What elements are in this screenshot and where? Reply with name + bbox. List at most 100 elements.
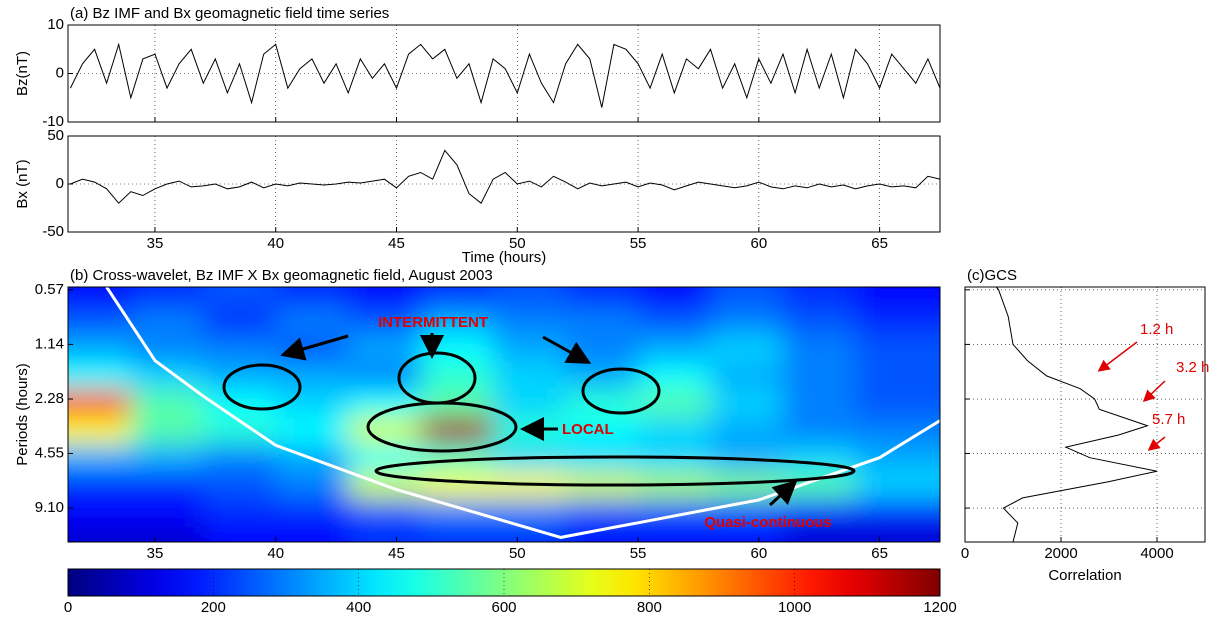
heatmap-cell — [203, 307, 277, 336]
y-tick-label: 10 — [47, 16, 64, 33]
heatmap-cell — [855, 389, 940, 418]
heatmap-cell — [68, 471, 132, 500]
heatmap-cell — [855, 307, 940, 336]
heatmap-cell — [130, 362, 204, 390]
panel: (c)GCS 0 2000 4000 Correlation 1.2 h 3.2 h 5.7 … — [961, 267, 1210, 584]
heatmap-cell — [420, 498, 494, 525]
heatmap-cell — [420, 416, 494, 445]
heatmap-cell — [348, 307, 422, 336]
heatmap-cell — [855, 444, 940, 472]
x-axis-label: Time (hours) — [462, 249, 546, 266]
region-outline — [581, 367, 661, 415]
y-tick-label: -50 — [42, 223, 64, 240]
heatmap-cell — [130, 334, 204, 363]
heatmap-cell — [203, 287, 277, 309]
cone-of-influence — [105, 287, 940, 539]
x-tick-label: 40 — [267, 545, 284, 562]
heatmap-cell — [565, 498, 639, 525]
x-tick-label: 65 — [871, 545, 888, 562]
heatmap-cell — [203, 524, 277, 542]
heatmap-cell — [203, 334, 277, 363]
heatmap-cell — [565, 307, 639, 336]
x-tick-label: 40 — [267, 235, 284, 252]
annotation-arrow — [280, 334, 349, 361]
colorbar-tick-label: 800 — [637, 599, 662, 616]
region-outline — [374, 455, 856, 487]
annotation-label: 3.2 h — [1176, 359, 1209, 376]
heatmap-cell — [493, 307, 567, 336]
heatmap-cell — [420, 471, 494, 500]
annotation-label: LOCAL — [562, 421, 614, 438]
annotation-arrow — [1097, 341, 1138, 372]
y-tick-label: -10 — [42, 113, 64, 130]
heatmap-cell — [68, 389, 132, 418]
heatmap-cell — [68, 307, 132, 336]
heatmap-cell — [710, 416, 784, 445]
heatmap-cell — [130, 524, 204, 542]
y-tick-label: 0 — [56, 64, 64, 81]
heatmap-cell — [130, 444, 204, 472]
heatmap-cell — [782, 362, 856, 390]
heatmap-cell — [203, 362, 277, 390]
heatmap-cell — [855, 524, 940, 542]
x-tick-label: 50 — [509, 545, 526, 562]
heatmap-cell — [68, 362, 132, 390]
heatmap-cell — [638, 287, 712, 309]
colorbar-tick-label: 400 — [346, 599, 371, 616]
heatmap-cell — [638, 334, 712, 363]
heatmap-cell — [493, 362, 567, 390]
y-tick-label: 9.10 — [35, 499, 64, 516]
heatmap-cell — [710, 524, 784, 542]
x-tick-label: 2000 — [1044, 545, 1077, 562]
heatmap-cell — [130, 471, 204, 500]
heatmap-cell — [493, 334, 567, 363]
heatmap-cell — [203, 471, 277, 500]
annotation-arrow — [768, 479, 798, 507]
colorbar-tick-label: 1000 — [778, 599, 811, 616]
y-tick-label: 50 — [47, 127, 64, 144]
heatmap-cell — [855, 498, 940, 525]
heatmap-cell — [565, 524, 639, 542]
colorbar-tick-label: 600 — [491, 599, 516, 616]
heatmap-cell — [855, 362, 940, 390]
heatmap-cell — [855, 287, 940, 309]
x-tick-label: 60 — [750, 545, 767, 562]
heatmap-cell — [130, 498, 204, 525]
y-tick-label: 2.28 — [35, 390, 64, 407]
heatmap — [68, 287, 940, 542]
heatmap-cell — [565, 334, 639, 363]
heatmap-cell — [420, 362, 494, 390]
heatmap-cell — [855, 334, 940, 363]
panel: (a) Bz IMF and Bx geomagnetic field time… — [14, 5, 941, 130]
heatmap-cell — [420, 524, 494, 542]
plot-frame — [67, 135, 941, 233]
heatmap-cell — [638, 389, 712, 418]
series-line — [70, 149, 940, 204]
heatmap-cell — [565, 287, 639, 309]
heatmap-cell — [493, 287, 567, 309]
heatmap-cell — [130, 389, 204, 418]
x-tick-label: 4000 — [1140, 545, 1173, 562]
heatmap-cell — [348, 334, 422, 363]
annotation-label: 1.2 h — [1140, 321, 1173, 338]
heatmap-cell — [68, 416, 132, 445]
annotation-label: INTERMITTENT — [378, 314, 488, 331]
heatmap-cell — [710, 334, 784, 363]
heatmap-cell — [782, 334, 856, 363]
y-tick-label: 1.14 — [35, 335, 64, 352]
panel: Bx (nT) -50 0 50 35 40 45 50 55 60 65 Time (hours) — [14, 127, 941, 266]
x-tick-label: 0 — [961, 545, 969, 562]
heatmap-cell — [493, 524, 567, 542]
annotation-label: 5.7 h — [1152, 411, 1185, 428]
panel-title: (c)GCS — [967, 267, 1017, 284]
y-tick-label: 4.55 — [35, 444, 64, 461]
heatmap-cell — [130, 287, 204, 309]
heatmap-cell — [638, 416, 712, 445]
y-axis-label: Bx (nT) — [14, 159, 31, 208]
heatmap-cell — [710, 362, 784, 390]
correlation-line — [995, 286, 1158, 543]
annotation-arrow — [1147, 436, 1166, 451]
heatmap-cell — [275, 498, 349, 525]
annotation-arrow — [542, 335, 592, 364]
